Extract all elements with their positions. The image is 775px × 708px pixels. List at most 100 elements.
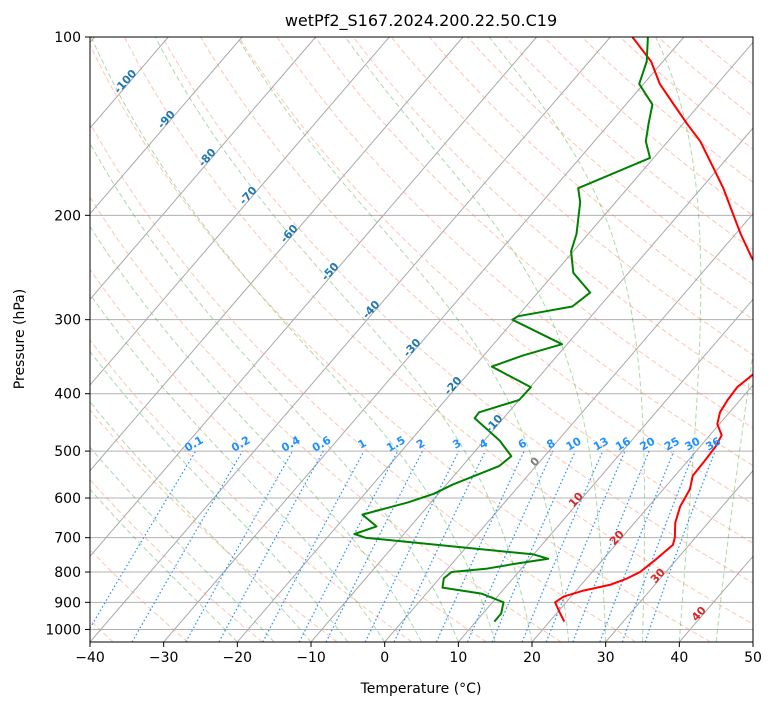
x-tick-label: −40 xyxy=(75,650,105,666)
isotherm-label: -100 xyxy=(111,67,139,96)
dry-adiabat-line xyxy=(200,37,753,544)
mixing-ratio-line xyxy=(521,450,604,642)
isotherm-line xyxy=(605,469,753,642)
y-axis-label: Pressure (hPa) xyxy=(12,289,28,389)
isotherm-label: -60 xyxy=(278,222,301,246)
dry-adiabat-line xyxy=(429,37,753,320)
mixing-ratio-line xyxy=(262,450,365,642)
dry-adiabat-line xyxy=(657,37,753,118)
isotherm-label: 40 xyxy=(689,604,709,624)
dry-adiabat-line xyxy=(162,37,753,584)
x-tick-label: 30 xyxy=(597,650,615,666)
moist-adiabat-line xyxy=(655,37,702,642)
dry-adiabat-line xyxy=(695,37,753,85)
line-labels: 0.1 0.2 0.4 0.6 1 1.5 2 3 4 6 8 10 13 16 20 25 30 36-100-… xyxy=(111,67,723,624)
y-tick-label: 900 xyxy=(54,595,81,611)
dry-adiabat-line xyxy=(90,478,263,642)
isotherm-line xyxy=(678,555,753,642)
y-tick-label: 700 xyxy=(54,531,81,547)
moist-adiabat-line xyxy=(154,37,533,642)
x-tick-label: 40 xyxy=(670,650,688,666)
dry-adiabat-line xyxy=(90,43,711,642)
isotherm-label: -50 xyxy=(319,260,342,284)
moist-adiabat-line xyxy=(715,349,753,642)
isotherm-line xyxy=(310,127,753,642)
x-tick-label: 50 xyxy=(744,650,762,666)
mixing-ratio-line xyxy=(325,450,424,642)
mixing-ratio-line xyxy=(572,450,650,642)
isotherm-line xyxy=(236,41,753,642)
isotherm-label: -10 xyxy=(483,412,506,436)
isotherm-label: -80 xyxy=(196,146,219,170)
moist-adiabat-line xyxy=(90,293,386,642)
x-tick-label: −10 xyxy=(296,650,326,666)
mixing-ratio-line xyxy=(545,450,626,642)
mixing-ratio-label: 3 xyxy=(450,437,463,452)
mixing-ratio-label: 4 xyxy=(477,436,490,451)
isotherm-line xyxy=(90,37,464,472)
temperature-profile-line xyxy=(554,37,753,623)
dry-adiabat-line xyxy=(90,268,487,642)
dry-adiabat-line xyxy=(581,37,753,183)
isotherm-line xyxy=(384,212,753,642)
mixing-ratio-line xyxy=(644,450,716,642)
moist-adiabat-line xyxy=(90,446,275,642)
y-tick-label: 300 xyxy=(54,313,81,329)
mixing-ratio-line xyxy=(131,450,244,642)
isotherm-line xyxy=(457,298,753,642)
x-tick-label: −20 xyxy=(223,650,253,666)
isotherm-label: 10 xyxy=(566,490,586,510)
y-tick-label: 400 xyxy=(54,387,81,403)
isotherm-line xyxy=(752,641,753,642)
mixing-ratio-label: 1 xyxy=(356,437,369,452)
dry-adiabat-line xyxy=(276,37,753,467)
isotherm-label: 0 xyxy=(528,454,543,469)
dry-adiabat-line xyxy=(90,409,338,642)
isotherm-line xyxy=(90,37,390,386)
dry-adiabat-line xyxy=(90,339,413,642)
mixing-ratio-line xyxy=(621,450,695,642)
isotherm-line xyxy=(90,37,538,558)
isotherm-line xyxy=(90,37,611,642)
x-axis-label: Temperature (°C) xyxy=(360,681,482,697)
axis-ticks: −40 −30 −20 −10 0 10 20 30 40 5010009008007006005… xyxy=(45,30,762,666)
dewpoint-profile-line xyxy=(353,37,654,623)
moist-adiabat-line xyxy=(90,37,496,642)
mixing-ratio-line xyxy=(364,450,460,642)
y-tick-label: 500 xyxy=(54,444,81,460)
isotherm-line xyxy=(163,37,685,642)
y-tick-label: 200 xyxy=(54,208,81,224)
moist-adiabat-line xyxy=(90,142,459,642)
isotherm-label: 30 xyxy=(648,566,668,586)
moist-adiabat-line xyxy=(90,225,422,642)
mixing-ratio-line xyxy=(298,450,399,642)
dry-adiabat-line xyxy=(314,37,753,429)
isotherm-line xyxy=(90,37,243,215)
dry-adiabat-line xyxy=(90,121,637,642)
mixing-ratio-line xyxy=(491,450,576,642)
dry-adiabat-line xyxy=(467,37,753,285)
dry-adiabat-line xyxy=(543,37,753,217)
isotherm-label: -70 xyxy=(237,184,260,208)
dry-adiabat-line xyxy=(123,37,753,625)
y-tick-label: 100 xyxy=(54,30,81,46)
dry-adiabat-line xyxy=(238,37,753,505)
mixing-ratio-line xyxy=(599,450,675,642)
moist-adiabat-line xyxy=(90,400,312,642)
plot-frame xyxy=(89,36,754,643)
moist-adiabat-line xyxy=(90,350,349,642)
isotherm-line xyxy=(90,37,317,301)
isotherm-line xyxy=(531,384,753,642)
y-tick-label: 800 xyxy=(54,565,81,581)
y-tick-label: 600 xyxy=(54,491,81,507)
isotherm-label: -90 xyxy=(155,108,178,132)
dry-adiabat-line xyxy=(390,37,753,356)
background-lines xyxy=(90,37,753,642)
x-tick-label: 20 xyxy=(523,650,541,666)
isotherm-label: -30 xyxy=(401,336,424,360)
chart-title: wetPf2_S167.2024.200.22.50.C19 xyxy=(285,11,557,31)
mixing-ratio-line xyxy=(218,450,324,642)
moist-adiabat-line xyxy=(344,37,607,642)
x-tick-label: −30 xyxy=(149,650,179,666)
